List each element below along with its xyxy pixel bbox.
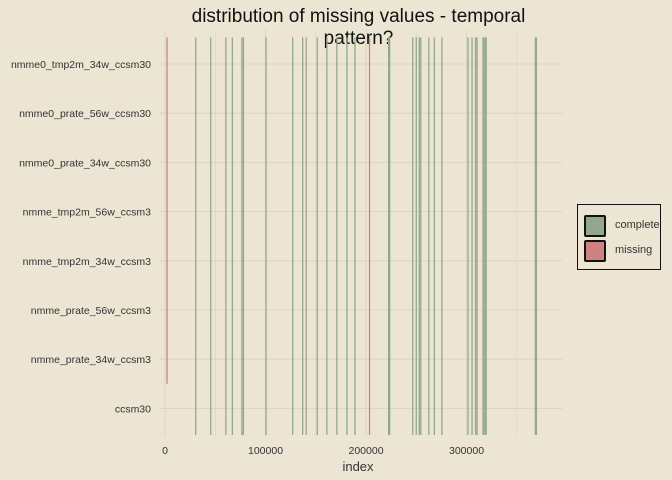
legend-key-missing <box>584 240 606 262</box>
y-tick-label: nmme_prate_34w_ccsm3 <box>31 354 151 366</box>
legend-label-complete: complete <box>615 219 660 231</box>
legend-key-complete <box>584 215 606 237</box>
chart-legend: complete missing <box>577 204 661 270</box>
grid-lines <box>160 30 562 436</box>
y-tick-label: ccsm30 <box>115 403 151 415</box>
y-tick-label: nmme_tmp2m_56w_ccsm3 <box>23 207 152 219</box>
x-tick-label: 0 <box>162 445 168 457</box>
y-tick-labels: nmme0_tmp2m_34w_ccsm30 nmme0_prate_56w_cc… <box>11 59 151 415</box>
x-tick-labels: 0 100000 200000 300000 <box>162 445 484 457</box>
x-tick-label: 300000 <box>449 445 484 457</box>
y-tick-label: nmme0_prate_34w_ccsm30 <box>19 157 151 169</box>
x-tick-label: 100000 <box>248 445 283 457</box>
x-tick-label: 200000 <box>349 445 384 457</box>
data-marks <box>166 37 538 435</box>
y-tick-label: nmme_tmp2m_34w_ccsm3 <box>23 256 152 268</box>
legend-label-missing: missing <box>615 244 653 256</box>
y-tick-label: nmme_prate_56w_ccsm3 <box>31 305 151 317</box>
chart-title: distribution of missing values - tempora… <box>191 6 526 49</box>
y-tick-label: nmme0_tmp2m_34w_ccsm30 <box>11 59 151 71</box>
x-axis-label: index <box>342 459 374 474</box>
y-tick-label: nmme0_prate_56w_ccsm30 <box>19 108 151 120</box>
